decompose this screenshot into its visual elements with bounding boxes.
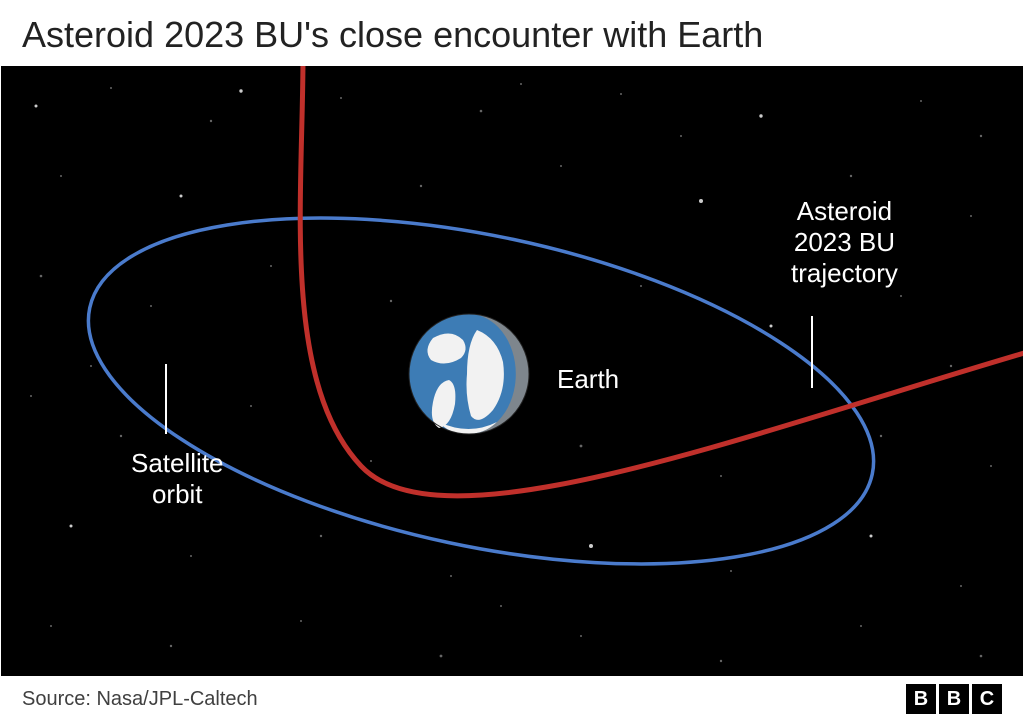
satellite-orbit-label: Satelliteorbit	[131, 448, 224, 510]
asteroid-leader-line	[811, 316, 813, 388]
diagram-svg	[1, 66, 1023, 676]
earth-label: Earth	[557, 364, 619, 395]
bbc-logo-letter: B	[939, 684, 969, 714]
title-bar: Asteroid 2023 BU's close encounter with …	[0, 0, 1024, 66]
page-title: Asteroid 2023 BU's close encounter with …	[22, 14, 1002, 56]
asteroid-trajectory-label: Asteroid2023 BUtrajectory	[791, 196, 898, 290]
footer-bar: Source: Nasa/JPL-Caltech B B C	[0, 676, 1024, 724]
diagram-area: Earth Satelliteorbit Asteroid2023 BUtraj…	[1, 66, 1023, 676]
bbc-logo-letter: B	[906, 684, 936, 714]
source-text: Source: Nasa/JPL-Caltech	[22, 688, 258, 711]
bbc-logo: B B C	[906, 684, 1002, 714]
infographic-container: Asteroid 2023 BU's close encounter with …	[0, 0, 1024, 716]
orbit-leader-line	[165, 364, 167, 434]
bbc-logo-letter: C	[972, 684, 1002, 714]
